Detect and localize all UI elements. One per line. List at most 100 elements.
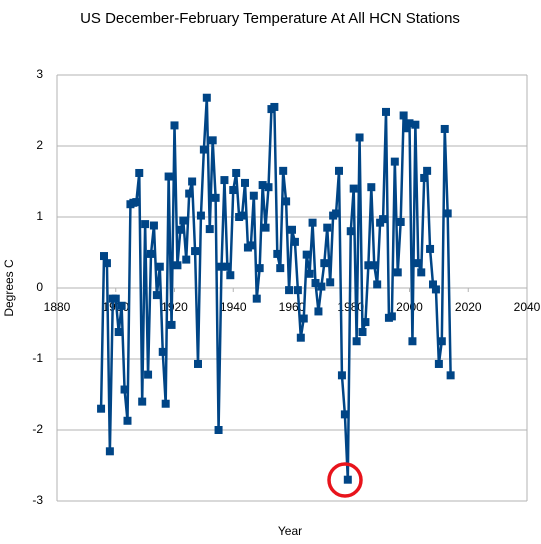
data-point — [182, 255, 191, 264]
data-point — [220, 176, 229, 185]
data-point — [402, 124, 411, 133]
y-tick-label: -3 — [32, 493, 43, 507]
data-point — [396, 217, 405, 226]
x-tick-label: 2000 — [396, 300, 423, 314]
data-point — [288, 225, 296, 234]
data-point — [290, 237, 299, 246]
data-point — [155, 262, 164, 271]
data-point — [373, 280, 382, 289]
data-point — [158, 347, 167, 356]
data-point — [361, 318, 370, 327]
data-point — [161, 399, 170, 408]
data-point — [423, 166, 432, 175]
y-tick-label: 1 — [36, 209, 43, 223]
data-point — [279, 166, 288, 175]
data-point — [100, 252, 108, 261]
data-point — [249, 191, 258, 200]
data-point — [367, 183, 376, 192]
data-point — [191, 247, 200, 256]
data-point — [358, 328, 367, 337]
data-point — [258, 181, 267, 190]
data-point — [308, 218, 317, 227]
data-point — [387, 312, 396, 321]
data-point — [188, 177, 197, 186]
data-point — [414, 259, 423, 268]
data-point — [208, 136, 217, 145]
data-point — [314, 307, 323, 316]
data-point — [179, 216, 188, 225]
data-point — [352, 337, 361, 346]
data-point — [299, 314, 308, 323]
x-tick-label: 1960 — [279, 300, 306, 314]
data-point — [111, 294, 120, 303]
y-tick-label: 3 — [36, 67, 43, 81]
data-point — [194, 359, 202, 368]
x-axis-label: Year — [278, 524, 302, 538]
data-point — [446, 371, 455, 380]
data-point — [443, 209, 452, 218]
highlight-circle — [327, 462, 363, 498]
data-point — [440, 124, 449, 133]
data-point — [202, 93, 211, 102]
data-point — [252, 294, 261, 303]
data-point — [426, 244, 435, 253]
data-point — [335, 166, 343, 175]
y-tick-label: -2 — [32, 422, 43, 436]
data-point — [185, 189, 194, 198]
data-point — [196, 211, 205, 220]
data-point — [311, 279, 320, 288]
data-point — [282, 197, 291, 206]
data-point — [320, 259, 329, 268]
data-point — [411, 120, 420, 129]
data-point — [176, 225, 185, 234]
x-tick-label: 1880 — [44, 300, 71, 314]
data-point — [232, 168, 241, 177]
data-point — [120, 385, 129, 394]
data-point — [429, 280, 437, 289]
x-tick-label: 1940 — [220, 300, 247, 314]
data-point — [223, 262, 232, 271]
data-point — [305, 269, 314, 278]
data-point — [326, 278, 335, 287]
data-point — [141, 220, 150, 229]
y-tick-label: -1 — [32, 351, 43, 365]
data-point — [164, 172, 173, 181]
data-point — [332, 209, 341, 218]
data-point — [173, 261, 182, 270]
data-point — [431, 285, 440, 294]
x-tick-label: 2040 — [514, 300, 541, 314]
data-point — [147, 249, 155, 258]
data-point — [132, 198, 141, 207]
data-point — [437, 337, 446, 346]
data-point — [270, 102, 279, 111]
data-point — [370, 261, 379, 270]
data-point — [241, 178, 249, 187]
y-tick-label: 0 — [36, 280, 43, 294]
data-point — [102, 259, 111, 268]
data-point — [123, 416, 132, 425]
data-point — [340, 410, 349, 419]
data-point — [417, 268, 426, 277]
data-point — [117, 301, 126, 310]
data-point — [420, 173, 429, 182]
data-point — [337, 371, 346, 380]
data-point — [114, 328, 123, 337]
data-point — [214, 426, 223, 434]
chart-title: US December-February Temperature At All … — [80, 10, 460, 27]
data-point — [167, 320, 176, 329]
series-line — [99, 96, 452, 481]
data-point — [293, 286, 302, 295]
data-point — [399, 111, 408, 120]
data-point — [349, 184, 358, 193]
data-point — [408, 337, 417, 346]
data-point — [264, 183, 273, 192]
data-point — [346, 227, 355, 236]
data-point — [105, 447, 114, 456]
data-point — [285, 286, 294, 295]
x-tick-label: 1920 — [161, 300, 188, 314]
data-point — [302, 250, 311, 259]
data-point — [296, 333, 305, 342]
x-tick-label: 2020 — [455, 300, 482, 314]
data-point — [199, 145, 208, 154]
